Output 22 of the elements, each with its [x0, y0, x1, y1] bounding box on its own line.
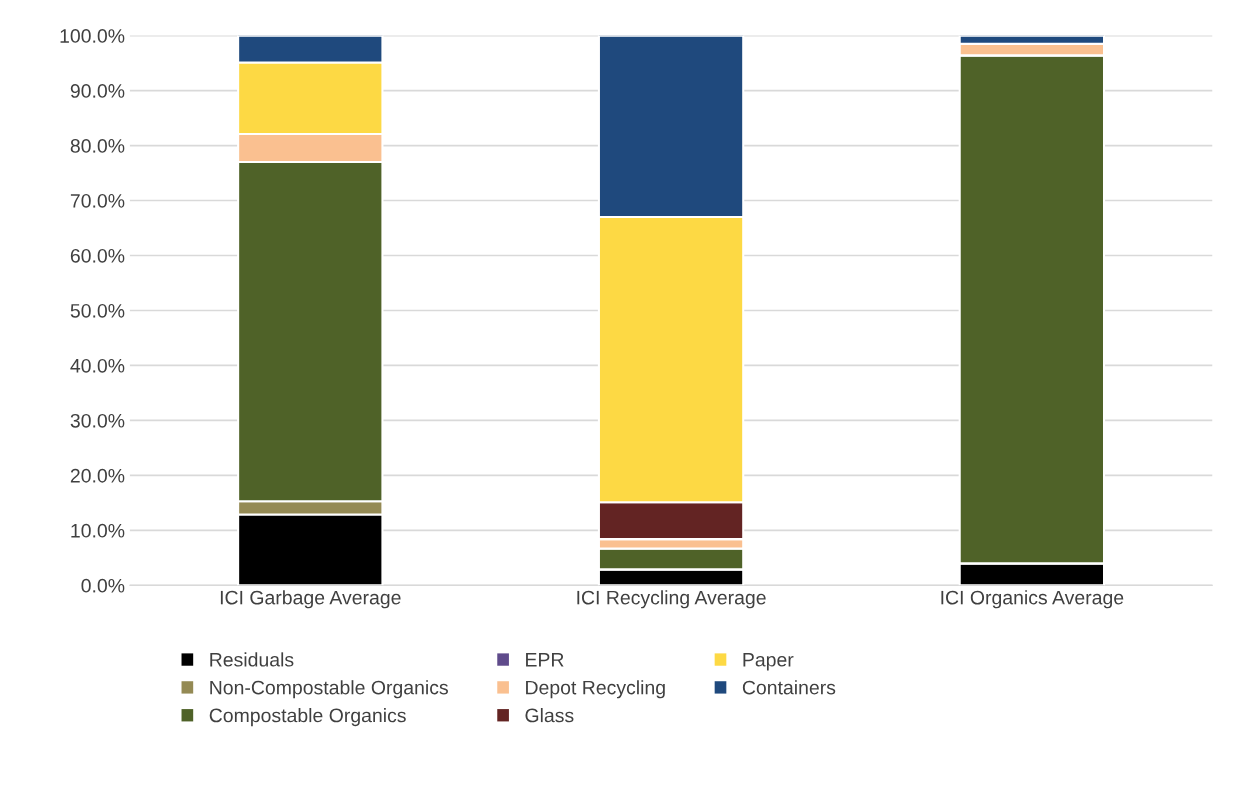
legend-label: Depot Recycling: [526, 680, 665, 699]
legend-label: Residuals: [210, 652, 294, 667]
legend-label: Containers: [742, 680, 836, 695]
x-tick-label: ICI Garbage Average: [220, 590, 401, 609]
y-tick-label: 50.0%: [70, 303, 125, 318]
x-tick-label: ICI Recycling Average: [577, 590, 766, 609]
y-tick-label: 100.0%: [60, 29, 125, 43]
y-tick-label: 70.0%: [70, 193, 125, 208]
x-tick-label: ICI Organics Average: [941, 590, 1124, 609]
y-tick-label: 0.0%: [81, 578, 125, 593]
legend-label: EPR: [526, 653, 564, 667]
legend-label: Glass: [525, 708, 574, 723]
y-tick-label: 80.0%: [70, 139, 125, 153]
y-tick-label: 90.0%: [70, 84, 125, 98]
legend-label: Compostable Organics: [209, 708, 406, 727]
y-tick-label: 40.0%: [70, 358, 125, 373]
y-tick-label: 20.0%: [70, 468, 125, 483]
legend-label: Non-Compostable Organics: [210, 680, 448, 699]
legend-label: Paper: [743, 653, 794, 671]
y-tick-label: 10.0%: [71, 523, 125, 538]
y-tick-label: 30.0%: [70, 413, 125, 428]
y-tick-label: 60.0%: [70, 248, 125, 263]
